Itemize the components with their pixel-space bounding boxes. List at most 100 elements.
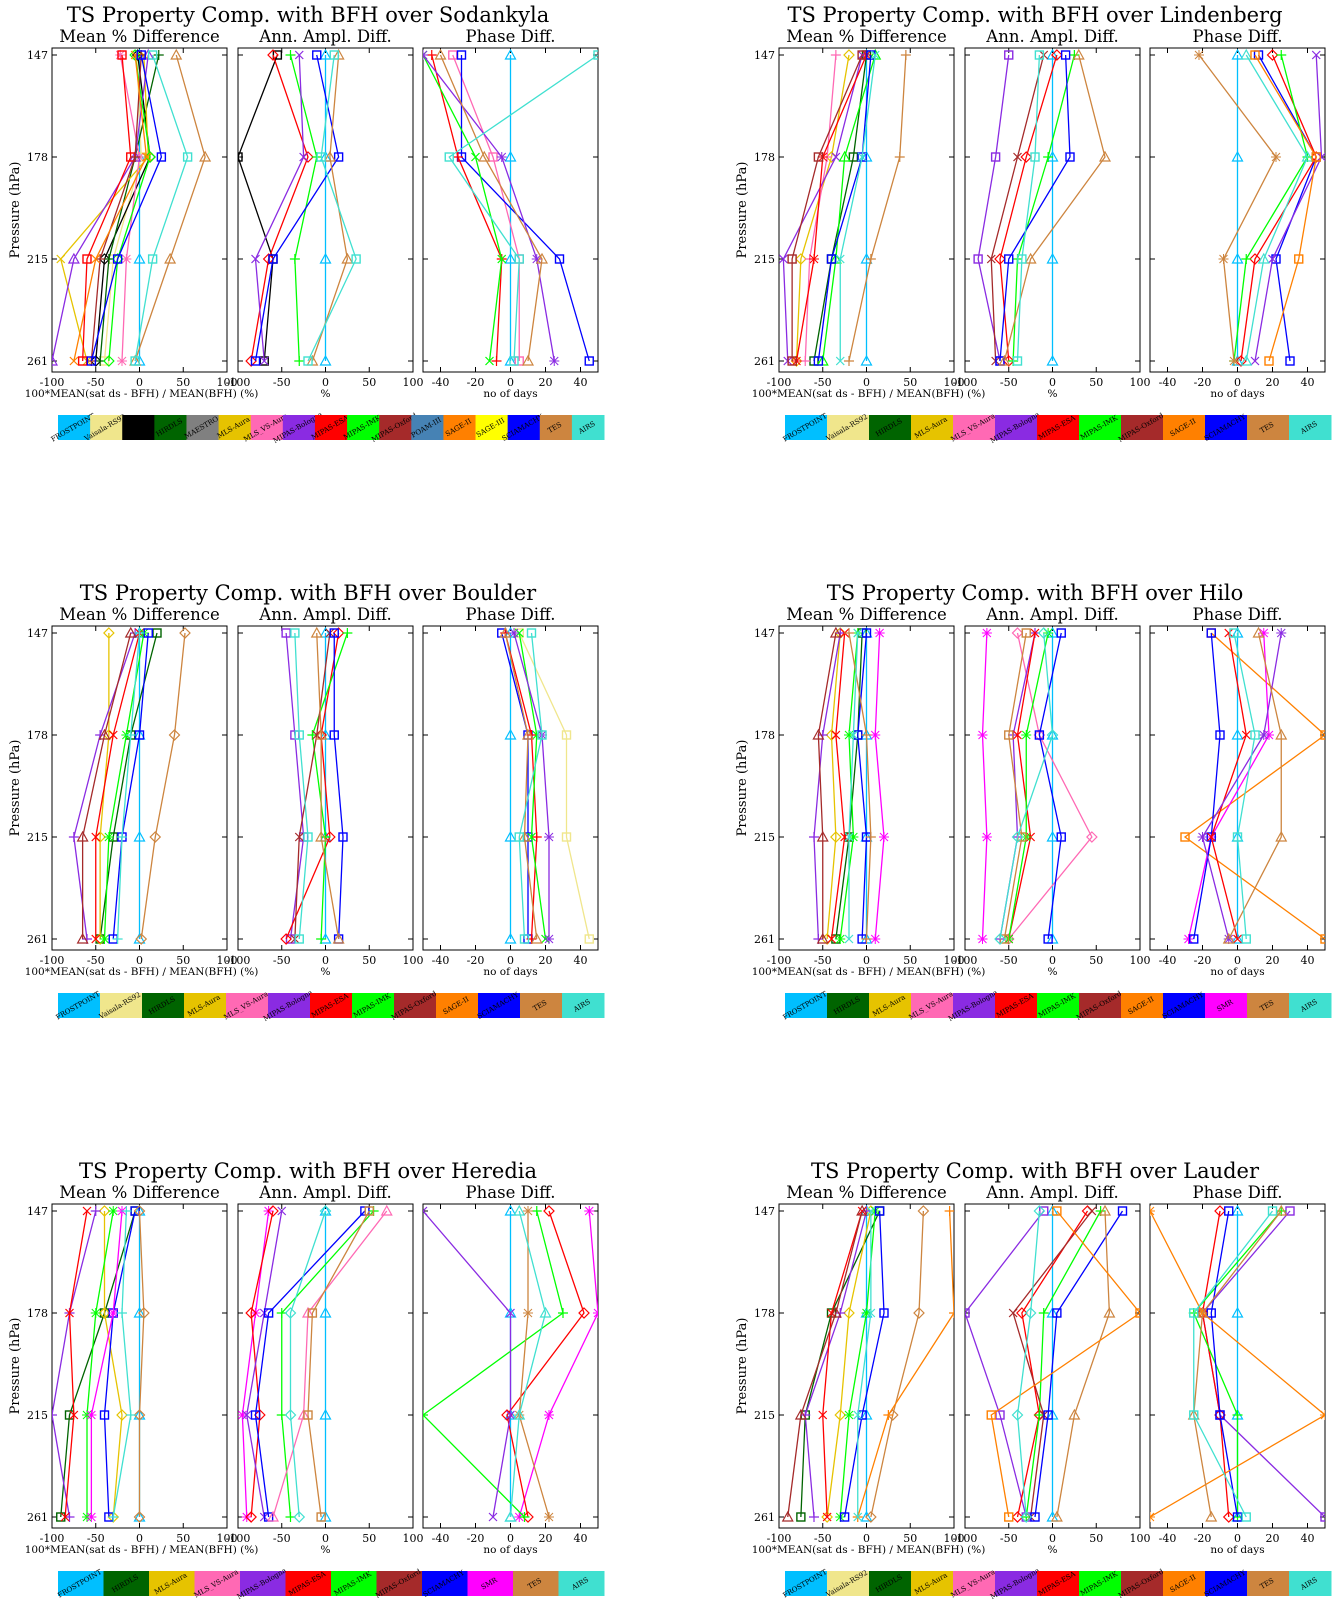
- series-line: [423, 54, 503, 362]
- series-marker: [133, 1306, 146, 1318]
- series-line: [108, 54, 151, 362]
- series-marker: [1196, 1306, 1209, 1318]
- series-marker: [1241, 1512, 1251, 1522]
- legend-swatch: [58, 415, 91, 440]
- x-tick-label: 0: [1049, 1532, 1056, 1545]
- series-marker: [1030, 628, 1040, 638]
- series-line: [1034, 1210, 1124, 1518]
- series-marker: [329, 50, 339, 60]
- subplot-title: Phase Diff.: [1193, 27, 1283, 46]
- series-marker: [981, 628, 992, 638]
- series-line: [138, 1210, 145, 1517]
- series-marker: [1214, 1205, 1226, 1217]
- series-marker: [1206, 628, 1216, 638]
- series-marker: [1250, 50, 1260, 60]
- legend-swatch: [953, 415, 996, 440]
- series-line: [1240, 54, 1317, 362]
- subplot: Mean % Difference -100 -50 0 50 100 147 178 215 2…: [752, 1183, 986, 1556]
- series-marker: [1087, 1206, 1097, 1216]
- chart-title: TS Property Comp. with BFH over Boulder: [80, 581, 537, 605]
- y-tick-label: 147: [27, 627, 48, 640]
- series-line: [804, 1210, 868, 1518]
- series-marker: [1021, 628, 1031, 638]
- x-tick-label: -50: [87, 376, 105, 389]
- series-marker: [133, 1510, 146, 1522]
- series-line: [272, 1210, 388, 1518]
- series-marker: [1241, 254, 1252, 264]
- x-tick-label: -50: [273, 1532, 291, 1545]
- legend-swatch: [218, 415, 252, 440]
- series-marker: [874, 628, 885, 638]
- series-marker: [1065, 152, 1075, 162]
- series-marker: [277, 1206, 287, 1216]
- series-marker: [319, 1306, 332, 1318]
- series-marker: [1311, 50, 1321, 60]
- series-marker: [865, 254, 876, 264]
- series-marker: [65, 1308, 74, 1318]
- series-marker: [108, 1512, 119, 1522]
- series-marker: [834, 1409, 847, 1421]
- series-marker: [133, 1205, 146, 1217]
- series-marker: [518, 830, 531, 842]
- series-marker: [303, 832, 313, 842]
- series-marker: [307, 730, 318, 740]
- x-tick-label: 50: [903, 954, 917, 967]
- series-line: [81, 632, 132, 939]
- series-marker: [319, 1204, 332, 1216]
- series-marker: [1034, 50, 1045, 60]
- series-marker: [981, 832, 992, 842]
- series-marker: [584, 934, 594, 944]
- series-line: [112, 632, 149, 940]
- series-line: [119, 54, 141, 362]
- subplot-title: Phase Diff.: [466, 1183, 556, 1202]
- series-marker: [423, 1206, 428, 1216]
- chart-panel: TS Property Comp. with BFH over Lindenbe…: [735, 3, 1332, 445]
- series-marker: [319, 626, 332, 638]
- series-line: [817, 632, 837, 939]
- series-marker: [544, 1410, 554, 1420]
- series-group: [977, 626, 1098, 945]
- series-marker: [1056, 628, 1066, 638]
- series-marker: [1197, 832, 1208, 842]
- x-tick-label: 0: [863, 376, 870, 389]
- x-tick-label: -20: [1194, 954, 1212, 967]
- legend-swatch: [142, 993, 185, 1018]
- series-line: [848, 54, 907, 362]
- series-marker: [844, 730, 854, 740]
- legend-swatch: [394, 993, 437, 1018]
- series-marker: [835, 254, 845, 264]
- legend-swatch: [911, 1571, 954, 1596]
- series-marker: [543, 1205, 555, 1217]
- series-marker: [134, 628, 145, 638]
- series-marker: [1051, 49, 1063, 61]
- y-tick-label: 215: [754, 1409, 775, 1422]
- legend-swatch: [331, 1571, 377, 1596]
- series-marker: [844, 628, 854, 638]
- series-marker: [840, 832, 850, 842]
- y-tick-label: 178: [27, 151, 48, 164]
- legend-swatch: [467, 1571, 514, 1596]
- series-marker: [98, 1307, 111, 1319]
- series-marker: [1222, 1511, 1235, 1523]
- series-marker: [1229, 628, 1239, 638]
- legend-swatch: [1121, 415, 1164, 440]
- y-tick-label: 261: [27, 933, 48, 946]
- legend-swatch: [379, 415, 412, 440]
- subplot-title: Mean % Difference: [786, 27, 947, 46]
- legend-swatch: [1289, 993, 1332, 1018]
- series-line: [857, 1211, 872, 1517]
- subplot: Ann. Ampl. Diff. -100 -50 0 50 100%: [953, 1183, 1151, 1556]
- series-marker: [853, 628, 863, 638]
- legend-swatch: [1121, 993, 1164, 1018]
- series-marker: [1276, 50, 1287, 60]
- legend-swatch: [1205, 993, 1248, 1018]
- legend-swatch: [226, 993, 269, 1018]
- x-tick-label: -50: [273, 376, 291, 389]
- x-tick-label: 50: [1089, 376, 1103, 389]
- y-axis-label: Pressure (hPa): [8, 1318, 23, 1415]
- series-marker: [900, 50, 911, 60]
- legend-swatch: [1289, 415, 1332, 440]
- y-tick-label: 147: [754, 49, 775, 62]
- series-marker: [857, 50, 867, 60]
- x-tick-label: 100: [944, 376, 965, 389]
